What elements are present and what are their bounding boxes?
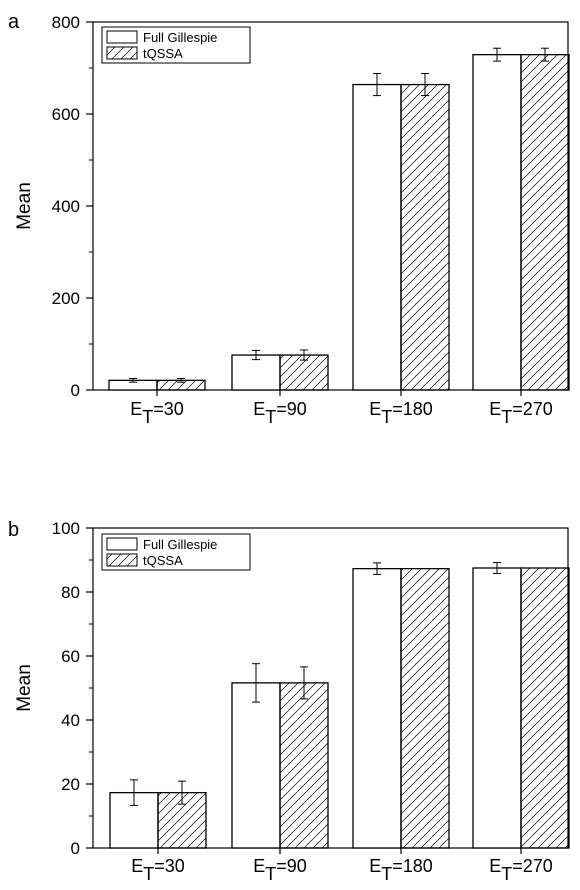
y-tick-label: 60 [61, 647, 80, 666]
bar [279, 682, 329, 849]
y-tick-label: 20 [61, 775, 80, 794]
y-tick-label: 600 [52, 105, 80, 124]
bar [352, 567, 402, 849]
y-tick-label: 100 [52, 519, 80, 538]
bar [520, 567, 570, 849]
x-tick-label: ET=90 [253, 856, 307, 884]
bar [352, 83, 402, 391]
y-axis-label: Mean [14, 182, 35, 230]
y-tick-label: 200 [52, 289, 80, 308]
y-tick-label: 80 [61, 583, 80, 602]
y-tick-label: 400 [52, 197, 80, 216]
x-tick-label: ET=30 [130, 399, 184, 427]
x-tick-label: ET=270 [489, 856, 553, 884]
y-tick-label: 0 [71, 381, 80, 400]
bar [231, 354, 281, 391]
bar [472, 54, 522, 391]
legend-label: tQSSA [143, 46, 183, 61]
legend-label: Full Gillespie [143, 30, 217, 45]
x-tick-label: ET=90 [253, 399, 307, 427]
x-tick-label: ET=270 [489, 399, 553, 427]
bar [279, 354, 329, 391]
y-tick-label: 40 [61, 711, 80, 730]
bar [231, 682, 281, 849]
legend-swatch [106, 46, 138, 60]
bar [400, 83, 450, 391]
panel-label: a [8, 11, 20, 33]
x-tick-label: ET=30 [131, 856, 185, 884]
y-tick-label: 800 [52, 13, 80, 32]
bar [520, 54, 570, 391]
legend-label: tQSSA [143, 553, 183, 568]
panel-label: b [8, 519, 19, 541]
bar [400, 567, 450, 849]
bar [472, 567, 522, 849]
panel-b: b 0 20 40 60 80 100 Mean ET=30 ET=90 ET=180 ET=270 F… [8, 519, 570, 884]
panel-a: a 0 200 400 600 800 Mean ET=30 ET=90 ET=180 ET=270… [8, 11, 570, 427]
x-tick-label: ET=180 [369, 399, 433, 427]
legend-swatch [106, 30, 138, 44]
x-tick-label: ET=180 [369, 856, 433, 884]
legend-label: Full Gillespie [143, 537, 217, 552]
y-tick-label: 0 [71, 839, 80, 858]
legend-swatch [106, 537, 138, 551]
legend-swatch [106, 553, 138, 567]
y-axis-label: Mean [14, 664, 35, 712]
